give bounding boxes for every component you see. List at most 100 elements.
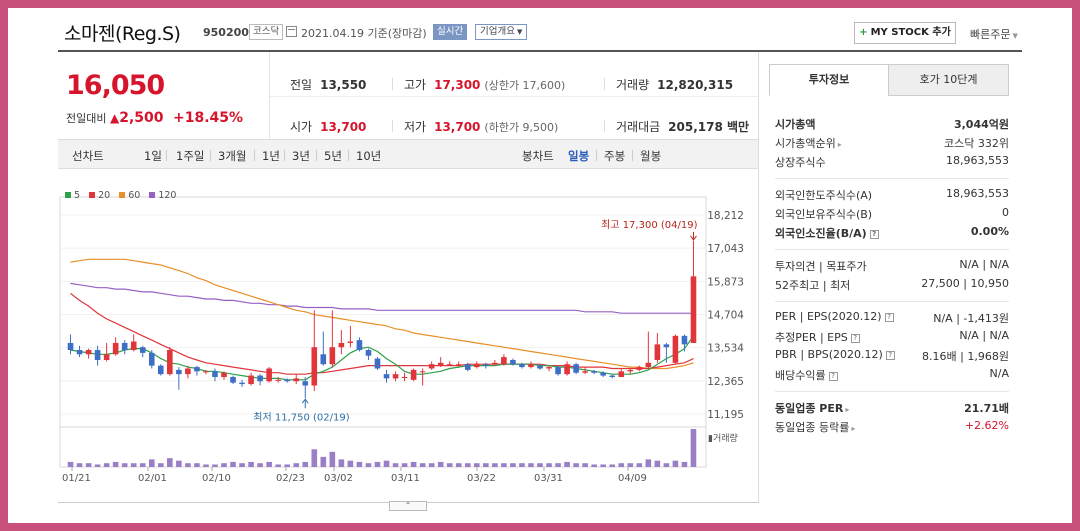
row-label: 배당수익률: [775, 369, 826, 382]
tab-period-1y[interactable]: 1년: [262, 149, 280, 163]
row-per-eps: PER | EPS(2020.12)? N/A | -1,413원: [775, 310, 1009, 325]
help-icon[interactable]: ?: [828, 372, 838, 381]
row-label: 동일업종 PER: [775, 402, 844, 415]
row-label: 외국인보유주식수(B): [775, 208, 873, 221]
row-cap-rank[interactable]: 시가총액순위 ▸ 코스닥 332위: [775, 135, 1009, 151]
row-sector-per[interactable]: 동일업종 PER ▸ 21.71배: [775, 400, 1009, 416]
row-pbr-bps: PBR | BPS(2020.12)? 8.16배 | 1,968원: [775, 348, 1009, 363]
add-my-stock-button[interactable]: + MY STOCK 추가: [854, 22, 956, 44]
volume-bar: [564, 461, 570, 467]
divider: [775, 391, 1009, 392]
candle-body: [148, 352, 155, 366]
calendar-icon: [286, 26, 297, 37]
tab-order-book[interactable]: 호가 10단계: [888, 64, 1009, 96]
tab-investment-info[interactable]: 투자정보: [769, 64, 889, 96]
realtime-button[interactable]: 실시간: [433, 24, 468, 40]
candle-body: [293, 378, 300, 382]
tab-period-5y[interactable]: 5년: [324, 149, 342, 163]
tab-period-3y[interactable]: 3년: [292, 149, 310, 163]
candle-body: [139, 347, 146, 353]
candle-body: [546, 367, 552, 369]
tab-monthly[interactable]: 월봉: [640, 149, 662, 163]
volume-bar: [627, 463, 634, 467]
volume-bar: [338, 459, 345, 467]
legend-label: 60: [128, 190, 141, 201]
row-52w: 52주최고 | 최저 27,500 | 10,950: [775, 277, 1009, 292]
volume-bar: [609, 464, 616, 467]
volume-bar: [248, 461, 254, 467]
legend-label: 20: [98, 190, 111, 201]
row-value: 18,963,553: [946, 187, 1009, 200]
x-tick-label: 02/01: [138, 473, 167, 484]
row-label: 상장주식수: [775, 156, 826, 169]
row-foreign-hold: 외국인보유주식수(B) 0: [775, 206, 1009, 222]
row-value: 0.00%: [970, 225, 1009, 238]
candle-body: [483, 364, 489, 366]
volume-bar: [121, 463, 128, 467]
market-badge: 코스닥: [249, 24, 284, 40]
candle-body: [329, 347, 336, 365]
stat-label: 전일: [290, 78, 313, 92]
row-label: PBR: [775, 348, 797, 361]
tab-line-chart[interactable]: 선차트: [72, 149, 104, 163]
candle-body: [185, 368, 191, 375]
candle-body: [383, 374, 390, 379]
candle-body: [302, 381, 309, 386]
tab-candle-chart[interactable]: 봉차트: [522, 149, 554, 163]
row-label: 최저: [830, 279, 851, 292]
legend-ma120: 120: [149, 190, 176, 201]
help-icon[interactable]: ?: [884, 313, 894, 322]
up-arrow-icon: ▲: [109, 111, 120, 125]
price-chart: 5 20 60 120 18,212 17,043 15,873 14,704 13,5…: [58, 169, 758, 509]
volume-bar: [528, 463, 534, 467]
tab-daily[interactable]: 일봉: [568, 149, 590, 163]
volume-bar: [645, 459, 652, 467]
candle-body: [537, 365, 543, 369]
quick-order-label: 빠른주문: [970, 28, 1011, 41]
volume-bar: [320, 456, 327, 467]
volume-bar: [455, 463, 462, 467]
candlestick-chart[interactable]: 18,212 17,043 15,873 14,704 13,534 12,365 11,1…: [58, 169, 758, 502]
row-value: N/A: [959, 329, 979, 342]
row-sector-rate[interactable]: 동일업종 등락률 ▸ +2.62%: [775, 419, 1009, 435]
help-icon[interactable]: ?: [850, 334, 860, 343]
stat-volume: 거래량 12,820,315: [616, 76, 733, 93]
legend-label: 5: [74, 190, 81, 201]
volume-bar: [203, 464, 209, 467]
help-icon[interactable]: ?: [869, 230, 879, 239]
candle-body: [528, 364, 534, 368]
y-tick-label: 15,873: [707, 276, 744, 288]
volume-bar: [230, 461, 236, 467]
volume-bar: [501, 463, 507, 467]
divider: [210, 150, 211, 161]
help-icon[interactable]: ?: [885, 351, 895, 360]
candle-body: [284, 379, 290, 382]
divider: [284, 150, 285, 161]
tab-period-3m[interactable]: 3개월: [218, 149, 247, 163]
volume-bar: [158, 463, 164, 467]
volume-bar: [365, 463, 372, 467]
row-label: PER: [775, 310, 797, 323]
chevron-right-icon: ▸: [837, 140, 842, 149]
chart-collapse-button[interactable]: ⌃: [389, 501, 427, 511]
candle-body: [582, 371, 588, 373]
candle-body: [419, 371, 426, 373]
candle-body: [573, 364, 579, 373]
stat-value: 13,550: [320, 78, 367, 92]
tab-weekly[interactable]: 주봉: [604, 149, 626, 163]
high-annotation: 최고 17,300 (04/19): [601, 219, 697, 231]
candle-body: [356, 340, 363, 351]
tab-period-1d[interactable]: 1일: [144, 149, 162, 163]
corp-info-dropdown[interactable]: 기업개요 ▼: [475, 24, 528, 40]
low-arrow-head: [301, 398, 309, 404]
candle-body: [428, 364, 435, 369]
tab-period-10y[interactable]: 10년: [356, 149, 382, 163]
row-label: 52주최고: [775, 279, 820, 292]
volume-bar: [176, 460, 182, 467]
candle-body: [121, 342, 128, 351]
divider: [392, 120, 393, 132]
quick-order-link[interactable]: 빠른주문 ▼: [970, 26, 1018, 42]
tab-period-1w[interactable]: 1주일: [176, 149, 205, 163]
volume-bar: [510, 463, 516, 467]
volume-bar: [148, 459, 155, 467]
